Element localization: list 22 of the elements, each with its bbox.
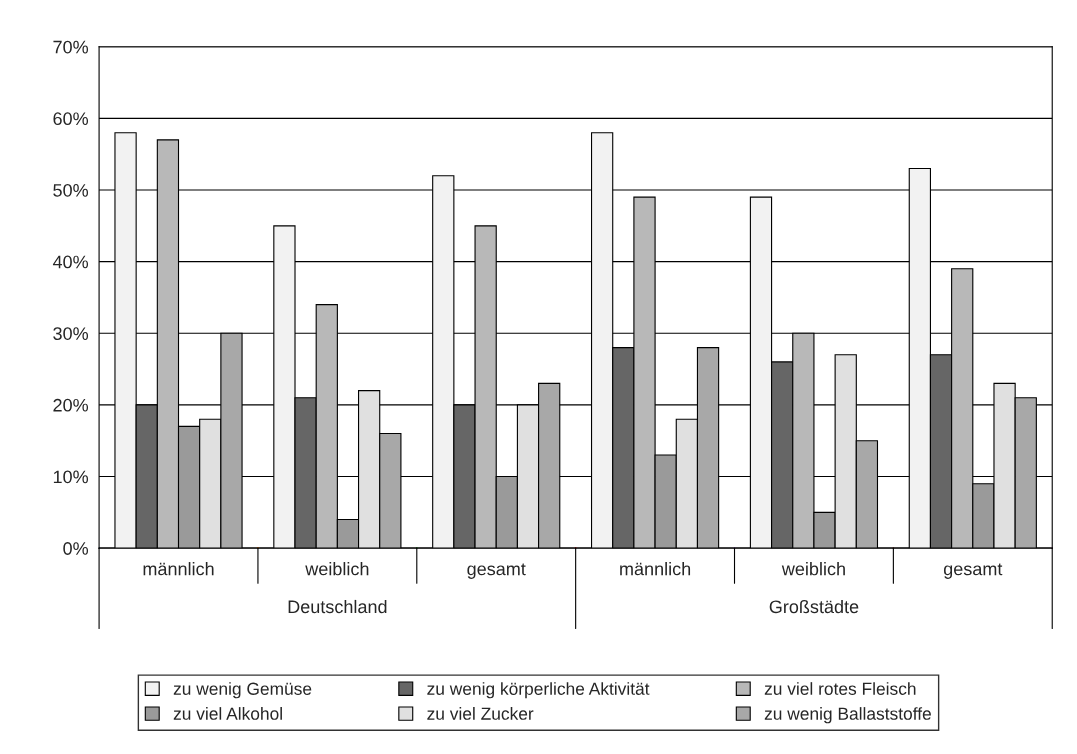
text: Deutschland: [288, 599, 387, 614]
legend-label: zu wenig Ballaststoffe: [764, 707, 931, 724]
y-tick-label: 50%: [53, 183, 89, 197]
x-tick-label: weiblich: [305, 562, 369, 576]
x-tick-label: gesamt: [943, 563, 1003, 579]
text: Großstädte: [769, 599, 859, 614]
x-tick-label: weiblich: [781, 562, 845, 576]
y-tick-label: 60%: [53, 112, 89, 126]
x-tick-label: männlich: [620, 562, 691, 576]
x-tick-label: gesamt: [467, 563, 526, 579]
y-tick-label: 30%: [53, 327, 89, 340]
y-tick-label: 10%: [53, 470, 89, 484]
x-tick-label: männlich: [143, 562, 214, 576]
y-tick-label: 20%: [53, 398, 89, 412]
legend-label: zu wenig körperliche Aktivität: [427, 682, 650, 699]
legend-label: zu viel Zucker: [427, 707, 534, 720]
y-tick-label: 40%: [52, 255, 89, 269]
legend-label: zu viel Alkohol: [173, 707, 282, 720]
legend-label: zu wenig Gemüse: [173, 682, 312, 699]
y-tick-label: 0%: [63, 542, 89, 555]
legend-label: zu viel rotes Fleisch: [764, 682, 916, 695]
y-tick-label: 70%: [53, 40, 89, 54]
